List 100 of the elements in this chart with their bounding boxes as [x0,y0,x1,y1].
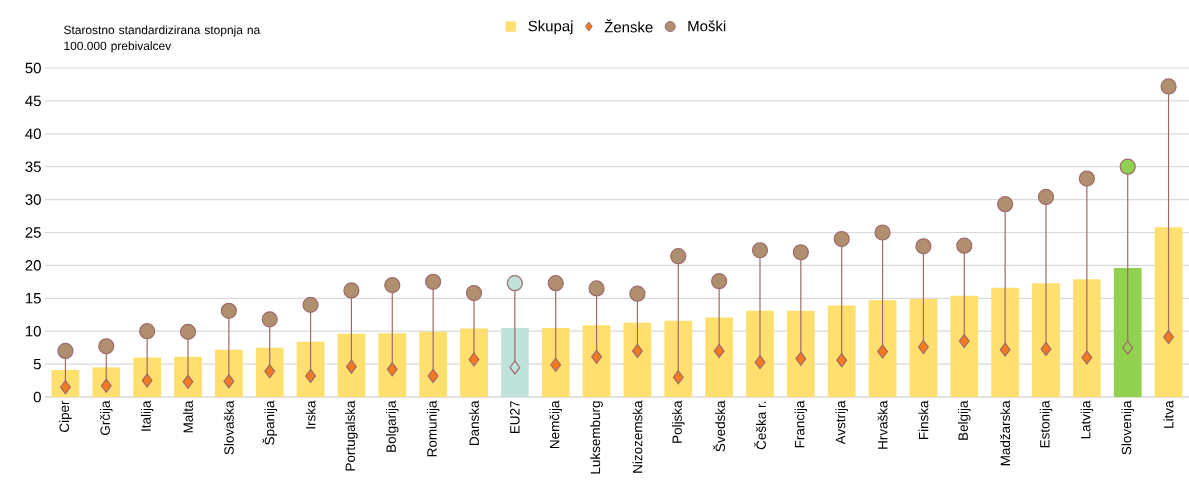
x-tick-label: Hrvaška [877,400,888,449]
bar [909,298,938,397]
point [874,224,891,241]
point [427,368,439,384]
legend-label: Skupaj [528,20,573,35]
point [672,370,684,385]
point [264,364,276,379]
bar [296,341,325,397]
x-tick-label: Bolgarija [386,400,399,452]
point [302,296,319,313]
point [1122,340,1134,355]
x-tick-label: Irska [305,400,316,429]
x-tick-label: Malta [183,400,193,433]
point [547,275,564,292]
point [956,237,973,254]
x-tick-label: Francija [794,400,808,448]
point [509,360,521,375]
y-tick-label: 5 [33,358,41,370]
point [305,368,317,384]
x-tick-label: Ciper [59,400,72,432]
x-tick-label: Danska [469,400,479,446]
bar [378,333,407,397]
bar [623,322,652,397]
point [997,196,1014,213]
point [57,342,74,360]
x-tick-label: Portugalska [345,400,358,471]
point [139,323,156,340]
point [1119,158,1136,175]
point [384,277,401,294]
point [100,378,112,393]
point [343,282,360,299]
x-tick-label: Luksemburg [590,401,603,474]
x-tick-label: Latvija [1080,400,1094,439]
point [1160,78,1177,95]
point [1040,341,1052,357]
point [670,248,687,265]
bar [460,328,488,397]
x-tick-label: Nemčija [549,400,563,448]
point [836,353,848,368]
point [1037,188,1055,206]
x-tick-label: Švedska [713,400,726,452]
y-tick-label: 50 [25,62,41,74]
legend-label: Ženske [604,19,653,33]
x-tick-label: Litva [1163,400,1174,428]
point [751,242,769,259]
point [629,285,646,302]
y-tick-label: 30 [25,194,41,205]
point [550,357,562,372]
point [59,380,71,395]
bar [705,317,734,397]
point [386,362,398,377]
point [795,351,807,366]
point [345,359,357,374]
x-tick-label: EU27 [510,401,520,434]
y-tick-label: 15 [26,293,41,304]
x-tick-label: Nizozemska [632,400,643,473]
point [754,355,766,370]
point [877,344,889,359]
point [915,238,932,255]
bar [1154,227,1183,397]
y-tick-label: 40 [25,128,41,140]
point [1081,350,1093,365]
point [917,339,929,355]
bar [255,347,284,397]
point [220,302,237,319]
y-axis-title: Starostno standardizirana stopnja na 100.000 prebivalcev [64,25,261,53]
bar [950,295,979,397]
bar [1113,268,1142,397]
x-tick-label: Finska [918,400,929,440]
point [468,352,480,367]
bar [1032,283,1060,397]
point [713,343,725,359]
point [223,374,235,389]
x-tick-label: Španija [262,400,277,445]
point [1078,170,1095,187]
point [1163,330,1175,345]
x-tick-label: Poljska [672,400,685,443]
bar [337,333,366,397]
point [98,338,115,355]
x-tick-label: Madžarska [1000,400,1011,466]
x-tick-label: Romunija [426,400,440,457]
bar [541,327,570,397]
y-tick-label: 35 [25,161,41,172]
point [958,333,970,349]
point [465,284,483,302]
point [833,230,850,248]
x-tick-label: Slovaška [223,400,234,455]
point [631,343,643,359]
bar [746,310,774,397]
point [261,311,278,328]
bar [868,300,897,397]
bar [582,325,611,397]
point [179,323,197,340]
point [588,280,605,297]
point [425,273,442,290]
x-tick-label: Grčija [99,400,113,435]
y-tick-label: 25 [25,227,41,238]
point [182,374,194,389]
x-tick-label: Avstrija [835,400,848,445]
x-tick-label: Italija [140,400,154,431]
